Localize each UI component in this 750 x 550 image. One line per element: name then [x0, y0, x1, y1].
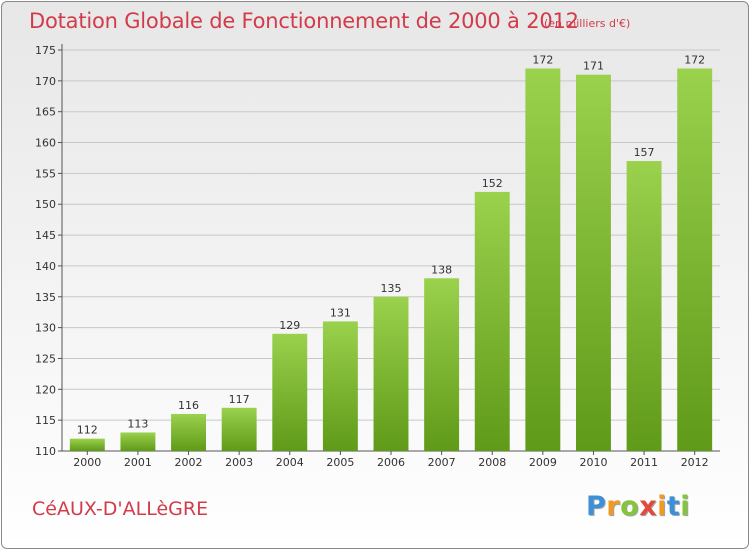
chart-unit: (en milliers d'€) [544, 17, 631, 30]
y-tick-label: 140 [35, 260, 56, 273]
data-label: 131 [330, 306, 351, 319]
y-tick-label: 170 [35, 75, 56, 88]
data-label: 172 [684, 54, 705, 67]
data-label: 112 [77, 424, 98, 437]
bar [677, 68, 713, 451]
bar [69, 438, 105, 451]
proxiti-logo: Proxiti [586, 491, 690, 522]
x-tick-label: 2012 [681, 456, 709, 469]
logo-letter: o [620, 491, 640, 522]
y-tick-label: 125 [35, 352, 56, 365]
data-label: 171 [583, 60, 604, 73]
x-tick-label: 2000 [73, 456, 101, 469]
bars [69, 68, 713, 452]
x-tick-label: 2008 [478, 456, 506, 469]
x-tick-label: 2011 [630, 456, 658, 469]
chart-title: Dotation Globale de Fonctionnement de 20… [29, 9, 579, 33]
y-tick-label: 115 [35, 414, 56, 427]
data-label: 113 [127, 417, 148, 430]
bar [221, 407, 257, 451]
x-tick-label: 2010 [579, 456, 607, 469]
commune-name: CéAUX-D'ALLèGRE [32, 498, 209, 520]
x-tick-label: 2005 [326, 456, 354, 469]
y-tick-label: 120 [35, 383, 56, 396]
logo-letter: x [639, 491, 658, 522]
x-tick-label: 2009 [529, 456, 557, 469]
logo-letter: P [586, 491, 607, 522]
data-label: 138 [431, 263, 452, 276]
bar [474, 191, 510, 451]
x-tick-label: 2001 [124, 456, 152, 469]
logo-letter: t [666, 491, 681, 522]
bar [424, 278, 460, 451]
x-tick-label: 2006 [377, 456, 405, 469]
bar [171, 413, 207, 451]
y-tick-label: 175 [35, 44, 56, 57]
data-label: 117 [229, 393, 250, 406]
y-tick-label: 150 [35, 198, 56, 211]
y-tick-label: 155 [35, 167, 56, 180]
bar [272, 333, 308, 451]
y-tick-label: 110 [35, 445, 56, 458]
x-tick-label: 2002 [175, 456, 203, 469]
data-label: 157 [634, 146, 655, 159]
y-tick-label: 130 [35, 322, 56, 335]
data-label: 135 [381, 282, 402, 295]
data-label: 129 [279, 319, 300, 332]
data-label: 116 [178, 399, 199, 412]
bar [626, 161, 662, 452]
y-tick-label: 160 [35, 137, 56, 150]
bar [120, 432, 156, 451]
bar [373, 296, 409, 451]
x-tick-label: 2007 [428, 456, 456, 469]
bar [322, 321, 358, 451]
logo-letter: i [657, 491, 667, 522]
data-label: 172 [532, 54, 553, 67]
x-tick-label: 2004 [276, 456, 304, 469]
y-tick-label: 145 [35, 229, 56, 242]
y-tick-label: 135 [35, 291, 56, 304]
logo-letter: r [606, 491, 621, 522]
labels: 110 115 120 125 130 135 140 145 150 155 160 165 170 1… [35, 44, 709, 469]
bar [525, 68, 561, 451]
x-tick-label: 2003 [225, 456, 253, 469]
y-tick-label: 165 [35, 106, 56, 119]
data-label: 152 [482, 177, 503, 190]
bar [575, 74, 611, 451]
logo-letter: i [680, 491, 691, 522]
